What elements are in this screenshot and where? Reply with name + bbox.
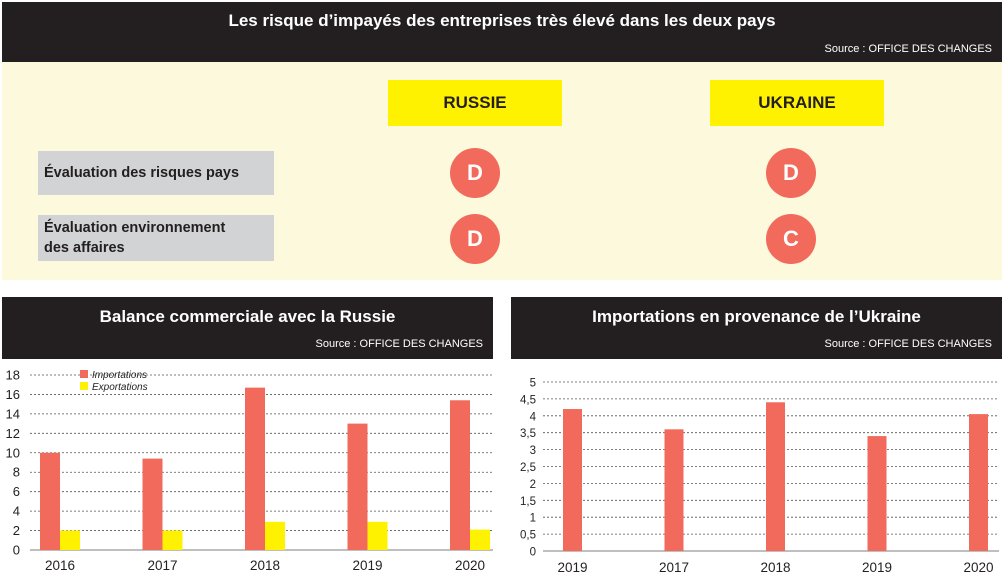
- country-russie: RUSSIE: [388, 80, 562, 126]
- y-tick-label: 1: [530, 513, 536, 525]
- bar-importations-2019: [563, 409, 582, 551]
- x-tick-label: 2017: [147, 558, 177, 573]
- bar-exportations-2018: [265, 521, 285, 550]
- y-tick-label: 1,5: [520, 496, 536, 508]
- x-tick-label: 2018: [250, 558, 280, 573]
- russia-chart-title: Balance commerciale avec la Russie: [99, 307, 396, 326]
- bar-importations-2016: [40, 452, 60, 550]
- row-label-line-1: Évaluation environnement: [44, 220, 226, 236]
- x-tick-label: 2018: [760, 560, 790, 575]
- y-tick-label: 0: [13, 543, 20, 558]
- y-tick-label: 2: [13, 523, 20, 538]
- y-tick-label: 14: [6, 406, 20, 421]
- y-tick-label: 4,5: [520, 394, 536, 406]
- y-tick-label: 3,5: [520, 428, 536, 440]
- bar-importations-2019: [867, 436, 887, 551]
- x-tick-label: 2017: [659, 560, 689, 575]
- x-tick-label: 2019: [862, 560, 892, 575]
- y-tick-label: 16: [6, 387, 20, 402]
- grade-ukraine-risques: D: [766, 148, 816, 198]
- bar-importations-2020: [450, 400, 470, 550]
- y-tick-label: 0: [530, 547, 536, 559]
- row-label-environnement-affaires: Évaluation environnement des affaires: [38, 215, 274, 261]
- y-tick-label: 6: [13, 484, 20, 499]
- grade-russie-affaires: D: [450, 214, 500, 264]
- bar-exportations-2019: [367, 521, 388, 550]
- page-header: Les risque d’impayés des entreprises trè…: [2, 2, 1002, 62]
- y-tick-label: 4: [13, 504, 20, 519]
- bar-importations-2019: [347, 423, 368, 550]
- ukraine-chart-title: Importations en provenance de l’Ukraine: [592, 307, 921, 326]
- grade-ukraine-affaires: C: [766, 214, 816, 264]
- bar-exportations-2020: [470, 529, 490, 550]
- x-tick-label: 2016: [45, 558, 75, 573]
- risk-panel: RUSSIE UKRAINE Évaluation des risques pa…: [2, 62, 1002, 280]
- page-title: Les risque d’impayés des entreprises trè…: [228, 11, 776, 30]
- x-tick-label: 2020: [963, 560, 993, 575]
- country-ukraine: UKRAINE: [710, 80, 884, 126]
- row-label-risques-pays: Évaluation des risques pays: [38, 151, 274, 195]
- bar-importations-2017: [142, 458, 163, 550]
- bar-importations-2018: [245, 387, 265, 550]
- russia-chart-source: Source : OFFICE DES CHANGES: [315, 338, 483, 350]
- bar-importations-2020: [969, 414, 988, 551]
- russia-bar-chart: 0 2 4 6 8 10 12 14 16 18 2016 2017 2018 2019 2020 Impor…: [6, 368, 493, 573]
- legend-label-importations: Importations: [92, 370, 147, 381]
- bar-importations-2017: [664, 429, 684, 551]
- y-tick-label: 3: [530, 445, 536, 457]
- russia-chart-header: Balance commerciale avec la Russie Sourc…: [2, 297, 493, 359]
- row-label-line-2: des affaires: [44, 240, 125, 256]
- y-tick-label: 8: [13, 465, 20, 480]
- grade-russie-risques: D: [450, 148, 500, 198]
- ukraine-chart-source: Source : OFFICE DES CHANGES: [824, 338, 992, 350]
- y-tick-label: 18: [6, 368, 20, 383]
- legend-swatch-exportations: [80, 382, 88, 390]
- x-tick-label: 2019: [352, 558, 382, 573]
- y-tick-label: 2,5: [520, 462, 536, 474]
- y-tick-label: 5: [530, 378, 536, 390]
- bar-exportations-2016: [60, 530, 80, 550]
- legend-label-exportations: Exportations: [92, 382, 148, 393]
- ukraine-bar-chart: 0 0,5 1 1,5 2 2,5 3 3,5 4 4,5 5 2019 2017 2018 2019 202…: [520, 378, 999, 575]
- ukraine-chart-header: Importations en provenance de l’Ukraine …: [511, 297, 1002, 359]
- y-tick-label: 10: [6, 445, 20, 460]
- bar-importations-2018: [766, 402, 785, 551]
- bar-exportations-2017: [162, 530, 183, 550]
- legend-swatch-importations: [80, 370, 88, 378]
- x-tick-label: 2020: [455, 558, 485, 573]
- y-tick-label: 4: [530, 411, 537, 423]
- source-note: Source : OFFICE DES CHANGES: [824, 43, 992, 55]
- y-tick-label: 0,5: [520, 530, 536, 542]
- y-tick-label: 2: [530, 479, 536, 491]
- y-tick-label: 12: [6, 426, 20, 441]
- x-tick-label: 2019: [557, 560, 587, 575]
